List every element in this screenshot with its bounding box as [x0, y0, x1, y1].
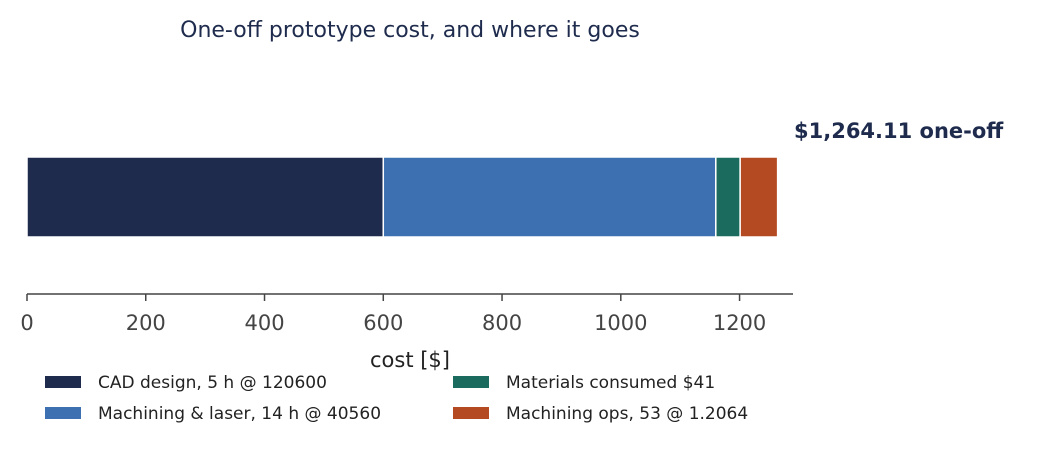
x-tick-label: 600 — [363, 311, 403, 335]
chart-title: One-off prototype cost, and where it goe… — [180, 18, 640, 43]
x-tick-label: 1000 — [594, 311, 647, 335]
legend-swatch — [453, 376, 489, 388]
bar-segment-1 — [26, 156, 385, 238]
bar-segment-2 — [382, 156, 717, 238]
x-tick-label: 1200 — [713, 311, 766, 335]
x-tick-label: 200 — [126, 311, 166, 335]
legend-label: Materials consumed $41 — [506, 373, 715, 393]
bar-segments — [26, 156, 779, 238]
legend-item-2: Machining & laser, 14 h @ 40560 — [45, 404, 381, 424]
x-axis-label: cost [$] — [370, 348, 450, 372]
legend-item-3: Materials consumed $41 — [453, 373, 715, 393]
legend: CAD design, 5 h @ 120600 Machining & lase… — [45, 373, 748, 424]
legend-swatch — [45, 376, 81, 388]
x-tick-label: 800 — [482, 311, 522, 335]
legend-item-1: CAD design, 5 h @ 120600 — [45, 373, 327, 393]
bar-segment-3 — [715, 156, 741, 238]
legend-item-4: Machining ops, 53 @ 1.2064 — [453, 404, 748, 424]
legend-swatch — [453, 407, 489, 419]
total-cost-label: $1,264.11 one-off — [794, 119, 1004, 143]
legend-label: Machining ops, 53 @ 1.2064 — [506, 404, 748, 424]
legend-label: Machining & laser, 14 h @ 40560 — [98, 404, 381, 424]
x-axis-ticks: 0 200 400 600 800 1000 1200 — [20, 294, 766, 335]
bar-segment-4 — [739, 156, 779, 238]
legend-swatch — [45, 407, 81, 419]
x-tick-label: 0 — [20, 311, 33, 335]
legend-label: CAD design, 5 h @ 120600 — [98, 373, 327, 393]
x-tick-label: 400 — [244, 311, 284, 335]
